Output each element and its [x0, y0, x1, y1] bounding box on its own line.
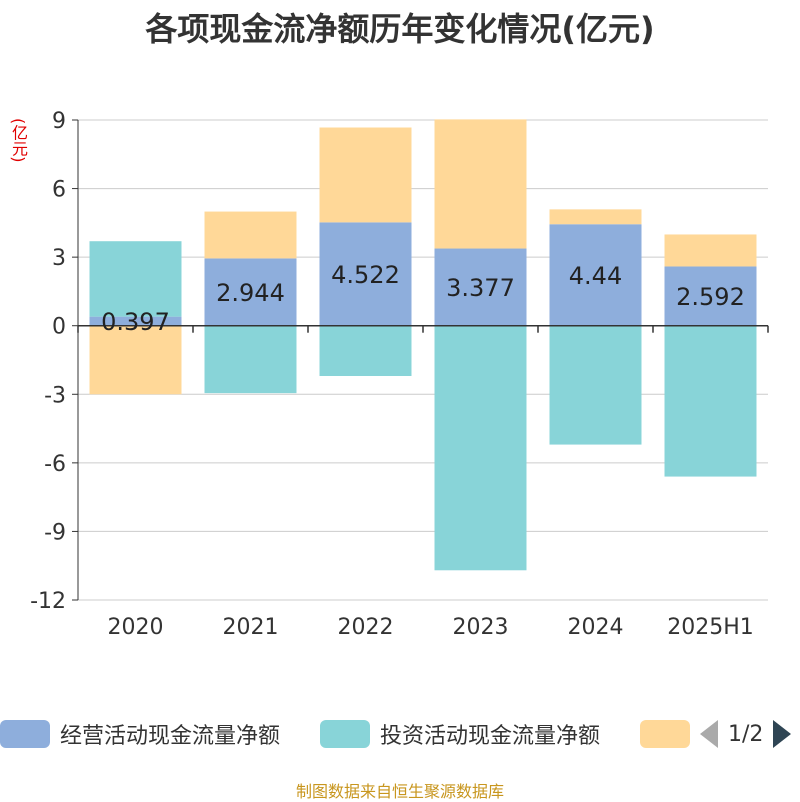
- bar-third-2020: [89, 325, 182, 395]
- x-tick-label: 2025H1: [667, 615, 754, 640]
- bar-third-2022: [319, 127, 412, 223]
- legend-swatch-third: [640, 720, 690, 748]
- chevron-right-icon[interactable]: [773, 720, 792, 748]
- x-tick-label: 2023: [453, 615, 509, 640]
- y-tick-label: 3: [52, 246, 66, 271]
- bar-operating-2020: [89, 316, 182, 326]
- x-tick-label: 2024: [568, 615, 624, 640]
- data-label: 4.44: [569, 262, 622, 290]
- data-label: 4.522: [331, 261, 400, 289]
- legend-pager: 1/2: [700, 716, 792, 752]
- bar-operating-2025H1: [664, 266, 757, 326]
- data-label: 0.397: [101, 308, 170, 336]
- legend-item-operating[interactable]: 经营活动现金流量净额: [0, 716, 280, 752]
- x-tick-label: 2022: [338, 615, 394, 640]
- legend-swatch-operating: [0, 720, 50, 748]
- bar-investing-2020: [89, 241, 182, 317]
- legend-label-operating: 经营活动现金流量净额: [60, 724, 281, 749]
- legend-swatch-investing: [320, 720, 370, 748]
- y-tick-label: -3: [44, 383, 66, 408]
- y-tick-label: 6: [52, 178, 66, 203]
- chart-title: 各项现金流净额历年变化情况(亿元): [145, 10, 655, 48]
- legend-page-indicator: 1/2: [728, 721, 764, 747]
- bar-third-2024: [549, 209, 642, 225]
- x-tick-label: 2020: [108, 615, 164, 640]
- bar-operating-2022: [319, 222, 412, 326]
- bar-investing-2025H1: [664, 325, 757, 477]
- legend-label-investing: 投资活动现金流量净额: [380, 724, 601, 749]
- y-tick-label: 9: [52, 109, 66, 134]
- y-axis-unit-label: (亿元): [9, 118, 28, 163]
- bar-operating-2023: [434, 248, 527, 326]
- x-tick-label: 2021: [223, 615, 279, 640]
- y-tick-label: -9: [44, 520, 66, 545]
- bar-third-2023: [434, 119, 527, 249]
- data-label: 2.592: [676, 283, 745, 311]
- bar-operating-2024: [549, 224, 642, 326]
- legend-item-third[interactable]: [640, 716, 700, 752]
- data-label: 3.377: [446, 274, 515, 302]
- data-label: 2.944: [216, 279, 285, 307]
- bar-investing-2024: [549, 325, 642, 445]
- legend: 经营活动现金流量净额 投资活动现金流量净额: [0, 716, 800, 752]
- bar-operating-2021: [204, 258, 297, 326]
- bar-investing-2022: [319, 325, 412, 376]
- y-tick-label: 0: [52, 315, 66, 340]
- y-tick-label: -12: [30, 589, 66, 614]
- source-note: 制图数据来自恒生聚源数据库: [295, 782, 504, 801]
- bar-investing-2023: [434, 325, 527, 571]
- legend-item-investing[interactable]: 投资活动现金流量净额: [320, 716, 600, 752]
- bar-third-2025H1: [664, 234, 757, 267]
- y-tick-label: -6: [44, 452, 66, 477]
- chevron-left-icon[interactable]: [700, 720, 718, 748]
- bar-third-2021: [204, 211, 297, 259]
- bar-investing-2021: [204, 325, 297, 394]
